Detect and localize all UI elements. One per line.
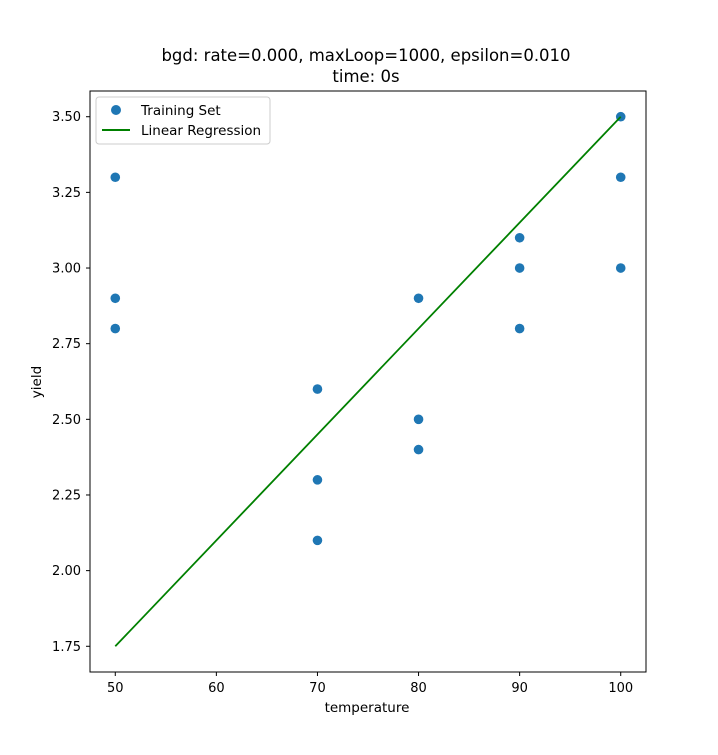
y-tick-label: 3.50 <box>52 110 81 125</box>
y-tick-label: 2.00 <box>52 564 81 579</box>
y-tick-label: 1.75 <box>52 640 81 655</box>
data-point-training-set <box>413 293 424 304</box>
data-point-training-set <box>110 293 121 304</box>
x-tick-label: 90 <box>511 681 528 696</box>
y-tick-label: 3.00 <box>52 262 81 277</box>
data-point-training-set <box>615 263 626 273</box>
legend-label-linear-regression: Linear Regression <box>141 123 261 139</box>
x-tick-label: 70 <box>309 681 326 696</box>
data-point-training-set <box>413 444 424 455</box>
data-point-training-set <box>312 384 323 394</box>
y-axis-label: yield <box>29 366 45 398</box>
y-tick-label: 3.25 <box>52 186 81 201</box>
data-point-training-set <box>312 535 323 546</box>
legend-marker-training-set <box>111 105 121 115</box>
legend-label-training-set: Training Set <box>140 103 221 119</box>
plot-area: 50 60 70 80 90 100 1.75 2.00 2.25 2.50 2.75 3.00 3.2… <box>52 90 647 696</box>
data-point-training-set <box>312 475 323 485</box>
data-point-training-set <box>514 323 525 334</box>
x-tick-label: 60 <box>208 681 225 696</box>
data-point-training-set <box>413 414 424 425</box>
x-tick-label: 50 <box>107 681 124 696</box>
x-tick-label: 100 <box>608 681 633 696</box>
y-tick-label: 2.25 <box>52 488 81 503</box>
y-tick-label: 2.50 <box>52 413 81 428</box>
legend: Training Set Linear Regression <box>95 96 271 145</box>
y-tick-label: 2.75 <box>52 337 81 352</box>
data-point-training-set <box>514 232 525 243</box>
data-point-training-set <box>110 172 121 183</box>
plot-frame <box>89 90 647 673</box>
series-line-linear-regression <box>114 116 622 647</box>
chart-subtitle: time: 0s <box>332 67 399 86</box>
x-tick-label: 80 <box>410 681 427 696</box>
chart-title: bgd: rate=0.000, maxLoop=1000, epsilon=0… <box>161 46 570 65</box>
data-point-training-set <box>615 172 626 183</box>
x-axis-label: temperature <box>325 700 410 716</box>
data-point-training-set <box>514 263 525 273</box>
data-point-training-set <box>110 323 121 334</box>
legend-box <box>95 96 271 145</box>
